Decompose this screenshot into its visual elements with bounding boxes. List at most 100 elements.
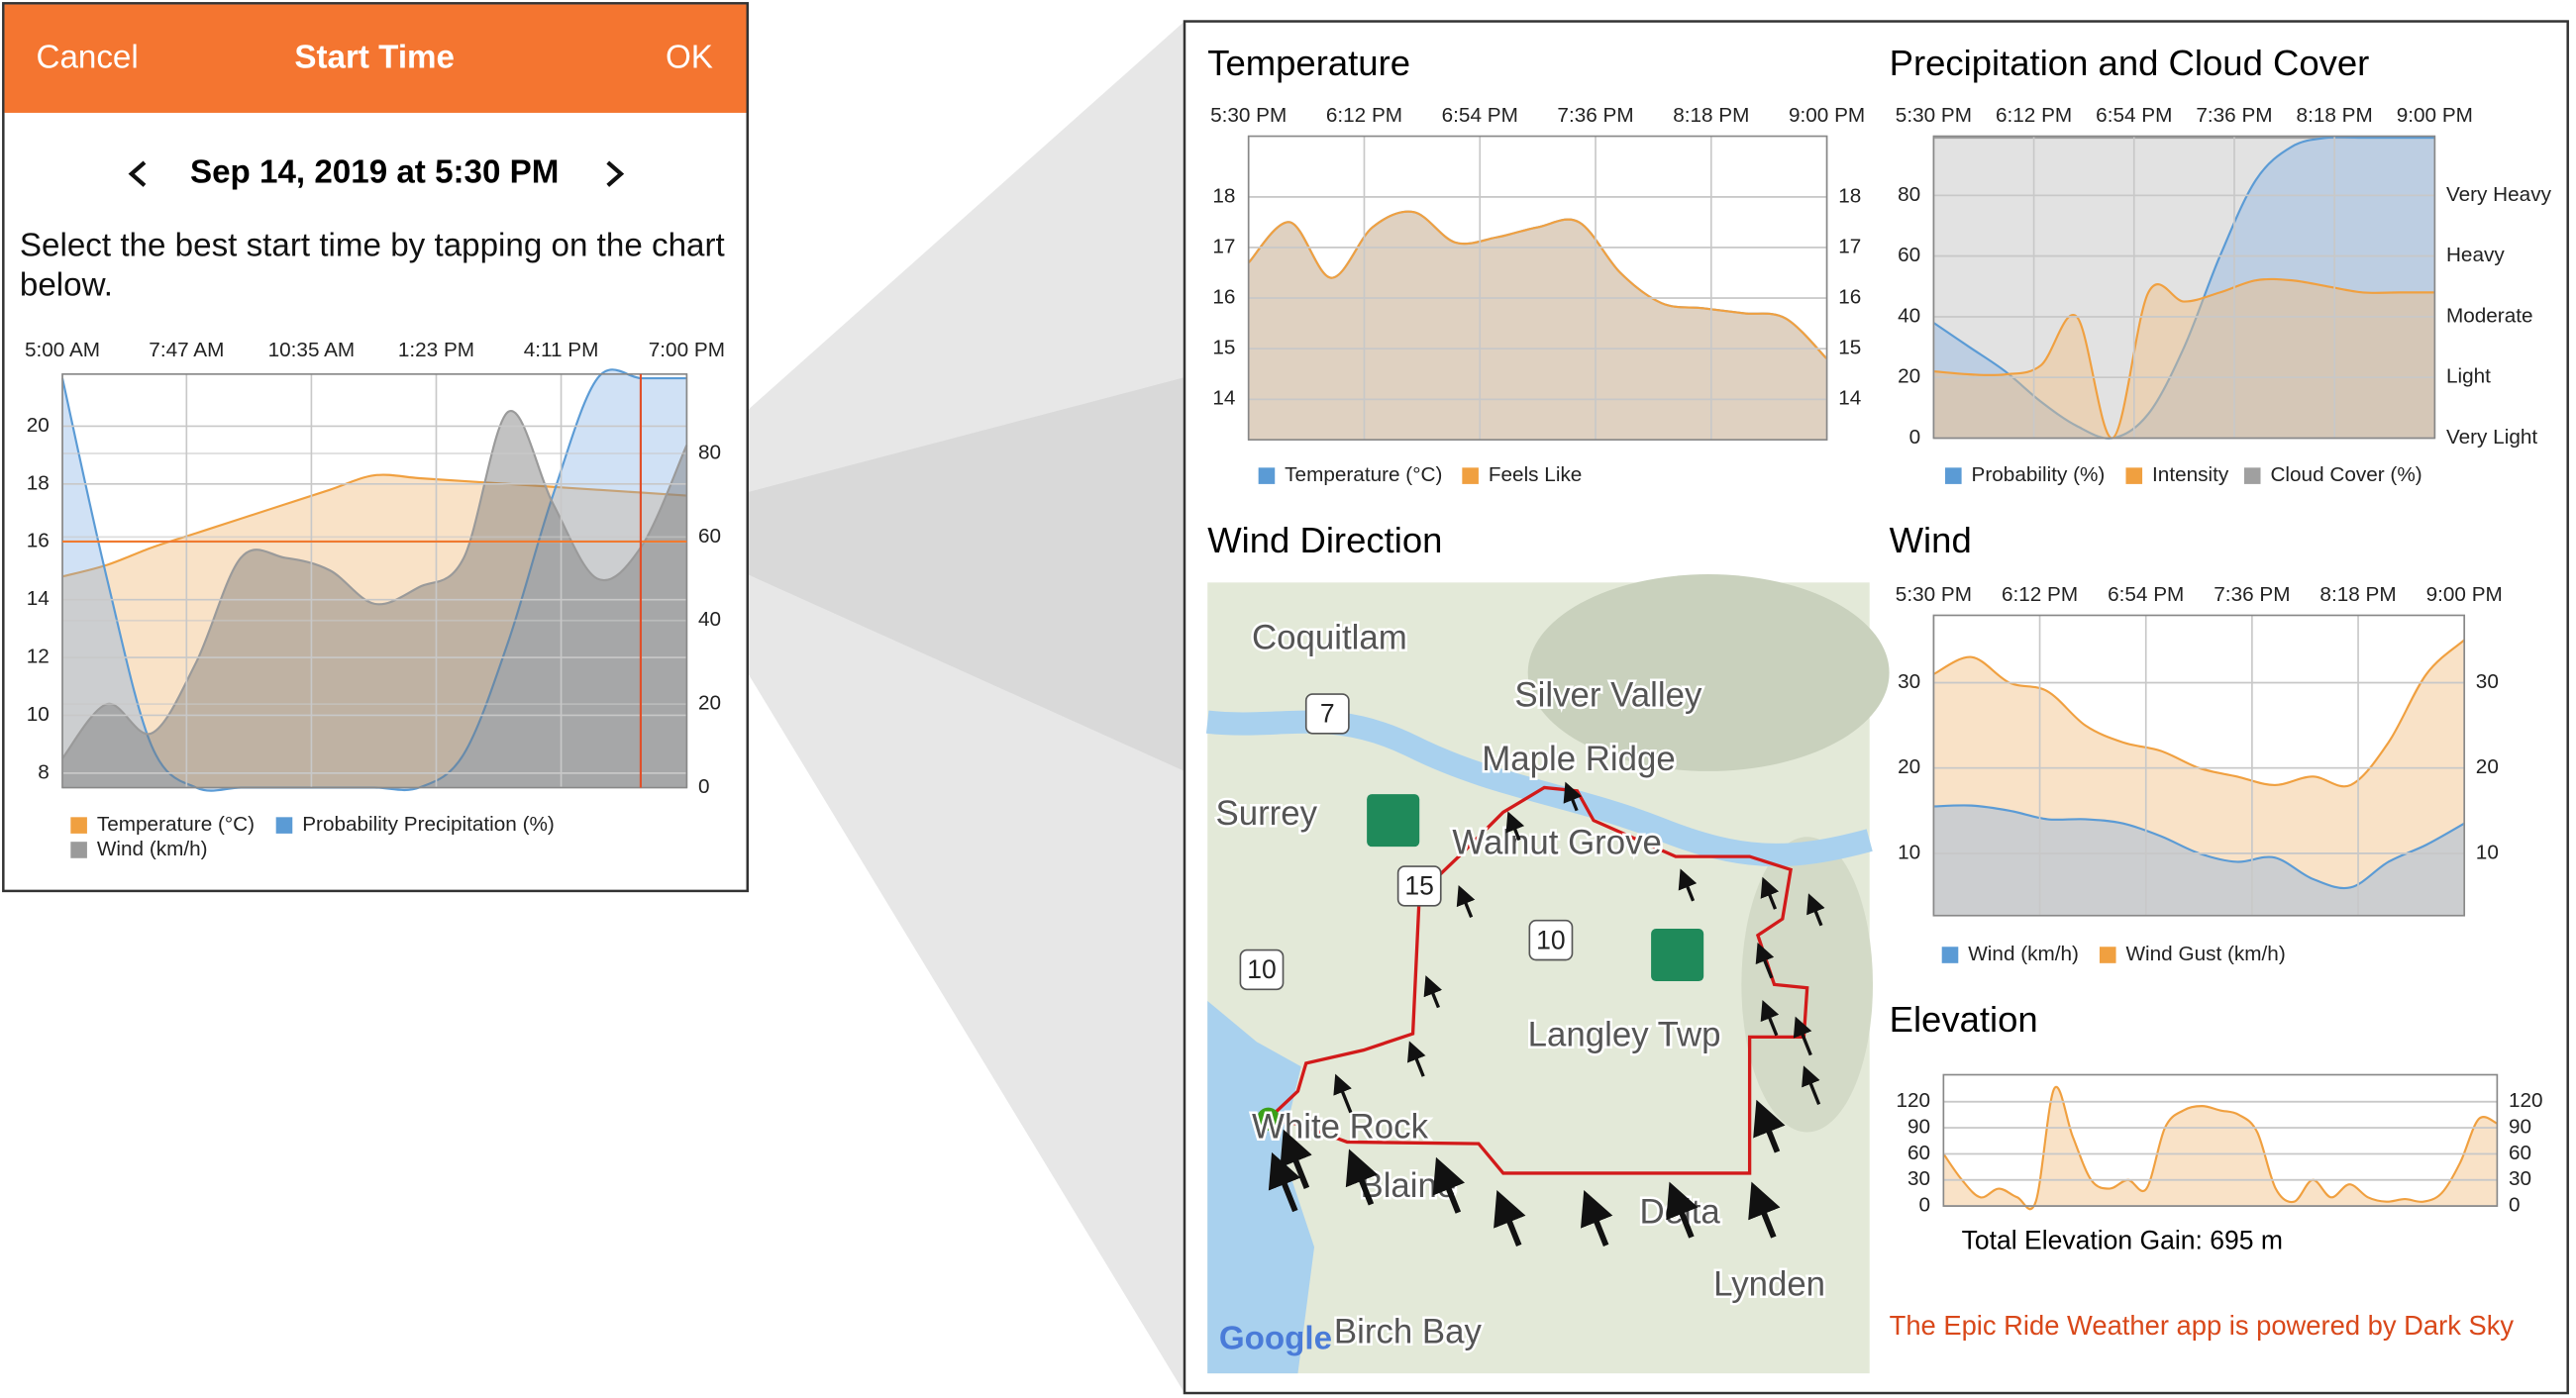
x-tick-label: 6:12 PM bbox=[2002, 583, 2078, 606]
terrain bbox=[1527, 574, 1890, 771]
wind-arrow bbox=[1666, 1181, 1699, 1239]
y2-tick-label: 17 bbox=[1838, 235, 1861, 257]
legend-label: Cloud Cover (%) bbox=[2270, 463, 2421, 486]
map-label: Lynden bbox=[1713, 1265, 1825, 1304]
legend-label: Feels Like bbox=[1489, 463, 1582, 486]
x-tick-label: 6:54 PM bbox=[2096, 104, 2172, 127]
x-tick-label: 1:23 PM bbox=[398, 339, 474, 361]
legend-swatch bbox=[1945, 467, 1962, 484]
legend-label: Probability (%) bbox=[1972, 463, 2106, 486]
wind-map: Coquitlam Silver Valley Maple Ridge Surrey W… bbox=[1205, 574, 1890, 1374]
y2-tick-label: 14 bbox=[1838, 387, 1861, 410]
y-tick-label: 10 bbox=[1898, 841, 1920, 863]
x-tick-label: 9:00 PM bbox=[2426, 583, 2503, 606]
y-tick-label: 18 bbox=[1212, 184, 1235, 207]
y-tick-label: 12 bbox=[27, 646, 50, 668]
chart-title: Elevation bbox=[1890, 999, 2038, 1040]
legend-swatch bbox=[70, 817, 87, 834]
wind-arrow bbox=[1505, 811, 1525, 842]
series-area bbox=[62, 411, 687, 788]
series-area bbox=[1933, 278, 2435, 439]
y2-tick-label: 15 bbox=[1838, 337, 1861, 359]
terrain bbox=[1741, 837, 1874, 1133]
map-label: Maple Ridge bbox=[1482, 740, 1675, 778]
route-shield bbox=[1396, 865, 1442, 907]
legend-swatch bbox=[70, 842, 87, 858]
cancel-button[interactable]: Cancel bbox=[36, 39, 138, 75]
y2-tick-label: Very Heavy bbox=[2446, 183, 2552, 206]
wind-arrow bbox=[1345, 1148, 1379, 1206]
header-title: Start Time bbox=[294, 39, 455, 75]
plot-border bbox=[1942, 1073, 2499, 1207]
y2-tick-label: Very Light bbox=[2446, 426, 2537, 449]
header-bar bbox=[4, 4, 747, 113]
y-tick-label: 8 bbox=[38, 760, 50, 783]
wind-arrow bbox=[1760, 876, 1780, 910]
chart-title: Precipitation and Cloud Cover bbox=[1890, 43, 2370, 83]
legend-swatch bbox=[275, 817, 293, 834]
wind-arrow bbox=[1563, 781, 1583, 812]
series-line bbox=[1932, 136, 2435, 440]
series-area bbox=[1933, 805, 2465, 916]
map-attribution: Google bbox=[1219, 1321, 1332, 1357]
legend-label: Wind (km/h) bbox=[97, 838, 208, 860]
x-tick-label: 5:30 PM bbox=[1210, 104, 1287, 127]
x-tick-label: 6:54 PM bbox=[2108, 583, 2184, 606]
wind-arrow bbox=[1802, 1065, 1821, 1105]
x-tick-label: 7:47 AM bbox=[149, 339, 224, 361]
y-tick-label: 30 bbox=[1907, 1167, 1930, 1190]
park-icon bbox=[1651, 929, 1704, 982]
next-day[interactable] bbox=[606, 160, 625, 187]
wind-arrow bbox=[1806, 893, 1825, 927]
x-tick-label: 8:18 PM bbox=[2319, 583, 2396, 606]
y2-tick-label: 16 bbox=[1838, 286, 1861, 309]
y-tick-label: 14 bbox=[1212, 387, 1235, 410]
route-shield bbox=[1239, 949, 1285, 991]
x-tick-label: 6:12 PM bbox=[1996, 104, 2072, 127]
y-tick-label: 60 bbox=[1898, 244, 1920, 266]
ok-button[interactable]: OK bbox=[666, 39, 713, 75]
y-tick-label: 20 bbox=[27, 414, 50, 437]
wind-arrow bbox=[1755, 942, 1775, 979]
y2-tick-label: 60 bbox=[698, 525, 721, 548]
plot-border bbox=[61, 373, 688, 789]
plot-area bbox=[1943, 1074, 2498, 1207]
previous-day[interactable] bbox=[128, 160, 147, 187]
legend-swatch bbox=[2099, 947, 2116, 963]
series-line bbox=[61, 410, 688, 759]
start-point bbox=[1256, 1107, 1281, 1131]
series-line bbox=[61, 473, 687, 578]
legend-label: Intensity bbox=[2152, 463, 2229, 486]
x-tick-label: 5:30 PM bbox=[1896, 583, 1972, 606]
map-label: Silver Valley bbox=[1514, 676, 1702, 715]
legend-swatch bbox=[1941, 947, 1959, 963]
y2-tick-label: 10 bbox=[2476, 841, 2499, 863]
bay bbox=[1207, 1000, 1315, 1374]
series-area bbox=[1933, 138, 2435, 439]
y2-tick-label: 120 bbox=[2509, 1089, 2543, 1112]
plot-area bbox=[1248, 136, 1827, 441]
wind-arrow bbox=[1748, 1181, 1781, 1239]
legend-label: Wind (km/h) bbox=[1968, 943, 2079, 965]
map-label: Blaine bbox=[1360, 1166, 1456, 1205]
legend-label: Temperature (°C) bbox=[1285, 463, 1442, 486]
legend-label: Wind Gust (km/h) bbox=[2125, 943, 2285, 965]
route-number: 10 bbox=[1536, 925, 1566, 954]
route-number: 15 bbox=[1404, 871, 1434, 901]
wind-arrow bbox=[1753, 1099, 1786, 1153]
plot-border bbox=[1932, 614, 2466, 917]
y2-tick-label: Light bbox=[2446, 365, 2491, 388]
legend-swatch bbox=[2125, 467, 2143, 484]
plot-border bbox=[1932, 135, 2436, 440]
x-tick-label: 5:00 AM bbox=[25, 339, 100, 361]
y-tick-label: 20 bbox=[1898, 365, 1920, 388]
wind-arrow bbox=[1407, 1041, 1426, 1077]
x-tick-label: 7:36 PM bbox=[2196, 104, 2272, 127]
series-area bbox=[1248, 211, 1827, 441]
y2-tick-label: 0 bbox=[2509, 1194, 2521, 1217]
footer: The Epic Ride Weather app is powered by … bbox=[1890, 1310, 2515, 1341]
wind-arrow bbox=[1333, 1073, 1353, 1114]
x-tick-label: 7:36 PM bbox=[1557, 104, 1633, 127]
legend-label: Probability Precipitation (%) bbox=[302, 813, 555, 836]
